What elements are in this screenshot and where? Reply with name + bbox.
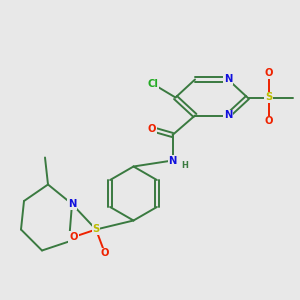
Text: O: O	[147, 124, 156, 134]
Text: S: S	[265, 92, 272, 103]
Text: H: H	[182, 160, 188, 169]
Text: N: N	[68, 199, 76, 209]
Text: Cl: Cl	[148, 79, 158, 89]
Text: O: O	[101, 248, 109, 259]
Text: N: N	[168, 155, 177, 166]
Text: O: O	[264, 68, 273, 79]
Text: S: S	[92, 224, 100, 235]
Text: O: O	[69, 232, 78, 242]
Text: N: N	[224, 110, 232, 121]
Text: N: N	[224, 74, 232, 85]
Text: O: O	[264, 116, 273, 127]
